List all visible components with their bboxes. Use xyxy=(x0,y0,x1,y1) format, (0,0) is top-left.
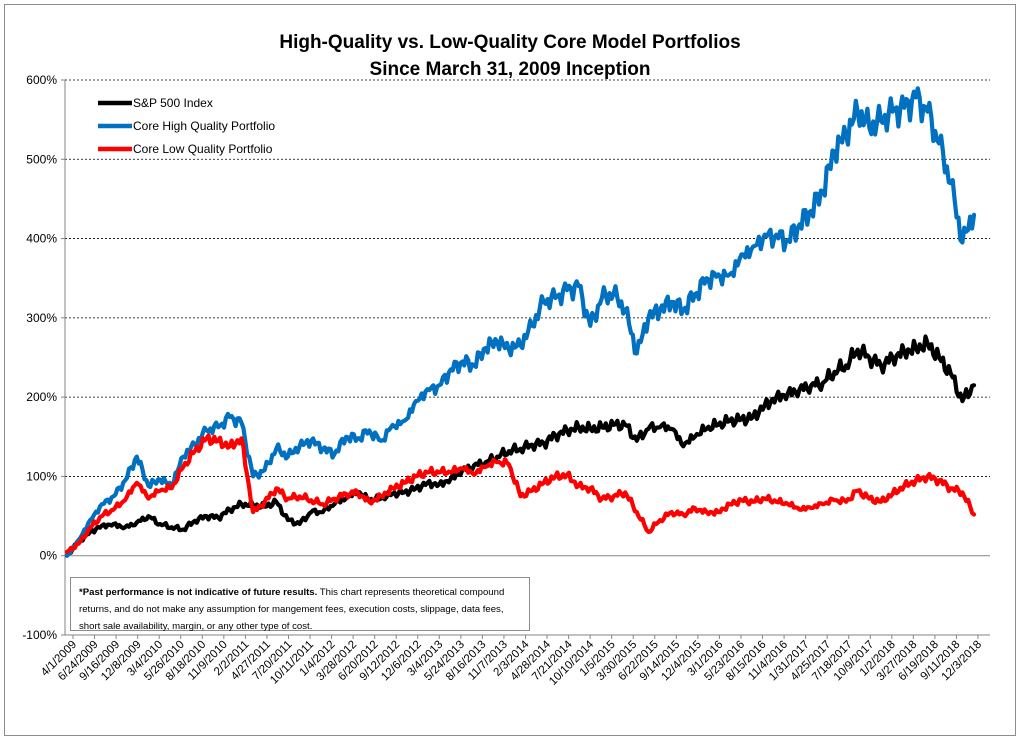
y-tick-label-2: 100% xyxy=(26,469,57,483)
x-tick-labels: 4/1/20096/24/20099/16/200912/8/20093/4/2… xyxy=(39,635,984,688)
chart-subtitle: Since March 31, 2009 Inception xyxy=(370,59,651,80)
legend-label-0: S&P 500 Index xyxy=(133,96,213,110)
gridlines xyxy=(65,80,990,476)
chart-title: High-Quality vs. Low-Quality Core Model … xyxy=(279,32,740,53)
disclaimer-bold: *Past performance is not indicative of f… xyxy=(79,587,317,598)
y-tick-label-7: 600% xyxy=(26,73,57,87)
legend-label-2: Core Low Quality Portfolio xyxy=(133,142,273,156)
y-tick-label-5: 400% xyxy=(26,232,57,246)
y-tick-label-3: 200% xyxy=(26,390,57,404)
disclaimer-box: *Past performance is not indicative of f… xyxy=(70,577,530,631)
y-tick-label-4: 300% xyxy=(26,311,57,325)
y-tick-label-0: -100% xyxy=(22,628,57,642)
legend: S&P 500 Index Core High Quality Portfolio… xyxy=(98,96,275,156)
legend-label-1: Core High Quality Portfolio xyxy=(133,119,275,133)
series-line-1 xyxy=(67,88,974,555)
y-tick-label-1: 0% xyxy=(40,549,58,563)
series-lines xyxy=(67,88,974,555)
y-tick-labels: -100% 0% 100% 200% 300% 400% 500% 600% xyxy=(22,73,65,642)
y-tick-label-6: 500% xyxy=(26,152,57,166)
